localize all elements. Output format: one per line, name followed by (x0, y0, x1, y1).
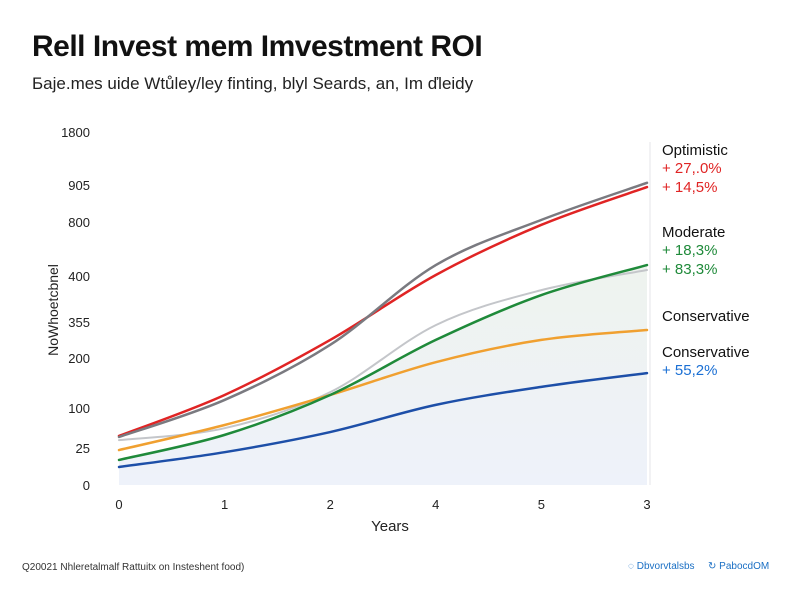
x-tick-label: 2 (327, 497, 334, 512)
x-tick-label: 0 (115, 497, 122, 512)
y-tick-label: 100 (68, 401, 90, 416)
legend-value: + 18,3% (662, 242, 718, 259)
legend-entry: Conservative (662, 308, 750, 325)
y-tick-label: 355 (68, 315, 90, 330)
legend-label: Conservative (662, 344, 750, 361)
footer-link-2[interactable]: ↻ PabocdOM (708, 561, 769, 572)
y-tick-label: 400 (68, 269, 90, 284)
x-tick-label: 3 (643, 497, 650, 512)
legend-entry: Optimistic + 27,.0% + 14,5% (662, 142, 728, 197)
legend-entry: Moderate + 18,3% + 83,3% (662, 224, 725, 279)
chart-subtitle: Бaje.mes uide Wtůley/ley finting, blyl S… (32, 74, 474, 93)
y-tick-label: 1800 (61, 125, 90, 140)
circle-icon: ◌ (628, 561, 637, 572)
series-line-green (117, 263, 649, 462)
legend-label: Optimistic (662, 142, 728, 159)
legend-value: + 14,5% (662, 179, 718, 196)
y-axis-label: NoWhoetcbnel (45, 264, 61, 356)
footer-link-1-label: Dbvorvtalsbs (636, 561, 695, 572)
x-tick-label: 4 (432, 497, 439, 512)
series-line-gray (117, 181, 649, 439)
series-line-gray-light (118, 269, 648, 442)
legend-value: + 55,2% (662, 362, 718, 379)
legend-value: + 83,3% (662, 261, 718, 278)
footer-link-1[interactable]: ◌ Dbvorvtalsbs (628, 561, 695, 572)
source-note: Q20021 Nhleretalmalf Rattuitx on Instesh… (22, 562, 245, 573)
x-tick-label: 5 (538, 497, 545, 512)
series-line-orange (117, 328, 649, 452)
x-tick-label: 1 (221, 497, 228, 512)
x-axis-label: Years (371, 518, 409, 535)
y-tick-label: 905 (68, 178, 90, 193)
series-line-blue (117, 371, 649, 469)
legend-label: Conservative (662, 308, 750, 325)
chart-title: Rell Invest mem Imvestment ROI (32, 30, 483, 63)
legend-entry: Conservative + 55,2% (662, 344, 750, 380)
refresh-icon: ↻ (708, 561, 720, 572)
y-tick-label: 25 (76, 441, 90, 456)
y-tick-label: 800 (68, 215, 90, 230)
series-line-red (117, 185, 649, 438)
legend-value: + 27,.0% (662, 160, 722, 177)
legend-label: Moderate (662, 224, 726, 241)
area-fill (119, 265, 647, 485)
y-tick-label: 0 (83, 478, 90, 493)
footer-link-2-label: PabocdOM (719, 561, 770, 572)
y-tick-label: 200 (68, 351, 90, 366)
